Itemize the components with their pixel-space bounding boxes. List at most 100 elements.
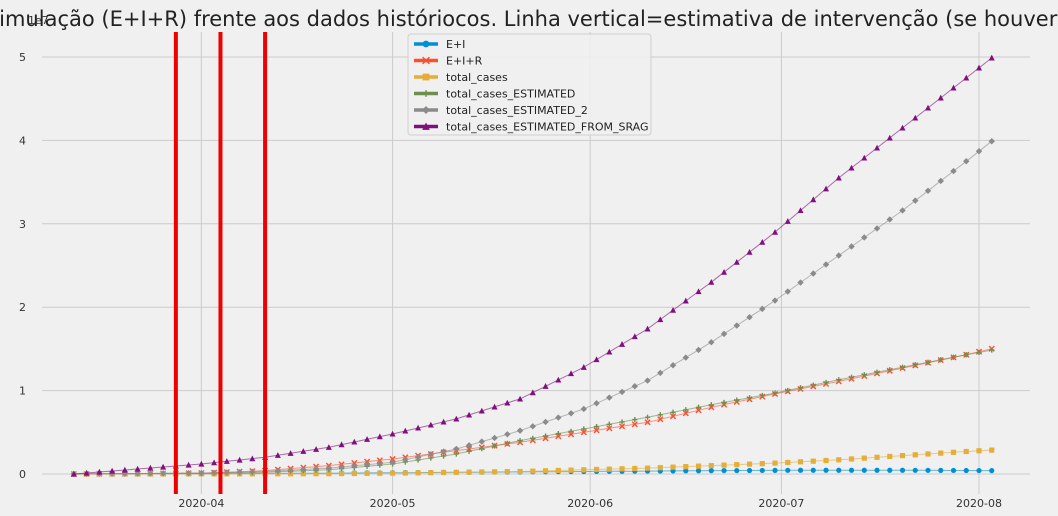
- data-point: [618, 423, 626, 430]
- data-point: [478, 407, 485, 414]
- data-point: [478, 438, 486, 445]
- data-point: [606, 421, 612, 427]
- data-point: [925, 451, 931, 457]
- data-point: [581, 467, 587, 473]
- data-point: [823, 467, 829, 473]
- data-point: [695, 468, 702, 474]
- data-point: [721, 462, 727, 468]
- data-point: [976, 448, 982, 454]
- data-point: [555, 467, 561, 474]
- data-point: [988, 54, 995, 61]
- data-point: [950, 449, 957, 455]
- data-point: [618, 388, 626, 396]
- data-point: [721, 467, 727, 474]
- data-point: [479, 469, 485, 475]
- data-point: [109, 467, 116, 474]
- data-point: [823, 379, 829, 386]
- data-point: [976, 467, 982, 474]
- data-point: [746, 248, 753, 255]
- data-point: [389, 455, 396, 463]
- legend: E+I E+I+R total_cases total_cases_ESTIMATED…: [407, 33, 652, 136]
- data-point: [861, 372, 867, 378]
- data-point: [810, 196, 817, 203]
- data-point: [83, 469, 90, 476]
- data-point: [644, 325, 651, 332]
- data-point: [465, 442, 473, 449]
- data-point: [899, 453, 906, 459]
- data-point: [147, 464, 154, 471]
- data-point: [606, 348, 613, 355]
- y-tick-label: 3: [19, 218, 26, 231]
- data-point: [823, 457, 829, 464]
- data-point: [836, 457, 842, 463]
- data-point: [848, 467, 855, 473]
- data-point: [963, 74, 970, 81]
- data-point: [938, 467, 944, 473]
- data-point: [325, 444, 332, 450]
- data-point: [517, 468, 523, 475]
- data-point: [721, 399, 727, 406]
- data-point: [810, 467, 816, 473]
- data-point: [338, 441, 345, 448]
- data-point: [326, 471, 332, 477]
- data-point: [938, 357, 944, 363]
- data-point: [211, 459, 218, 466]
- legend-marker: [422, 106, 430, 114]
- data-point: [542, 383, 549, 389]
- data-point: [529, 423, 537, 430]
- data-point: [657, 412, 663, 418]
- data-point: [861, 467, 867, 473]
- data-point: [287, 466, 294, 474]
- legend-item: total_cases: [414, 71, 508, 84]
- data-point: [925, 467, 931, 473]
- data-point: [938, 450, 944, 456]
- data-point: [950, 84, 957, 91]
- data-point: [989, 468, 995, 474]
- data-point: [746, 461, 753, 467]
- data-point: [670, 464, 676, 470]
- data-point: [593, 427, 600, 434]
- legend-label: total_cases_ESTIMATED_2: [446, 104, 588, 117]
- data-point: [887, 367, 893, 373]
- data-point: [644, 414, 651, 420]
- data-point: [708, 278, 715, 285]
- data-point: [466, 411, 473, 418]
- data-point: [427, 421, 434, 428]
- data-point: [198, 469, 205, 477]
- data-point: [759, 238, 766, 245]
- data-point: [924, 187, 932, 194]
- data-point: [580, 429, 587, 436]
- data-point: [835, 252, 842, 259]
- data-point: [772, 228, 779, 235]
- data-point: [976, 64, 983, 71]
- data-point: [925, 359, 931, 365]
- data-point: [632, 417, 638, 423]
- data-point: [415, 470, 421, 476]
- data-point: [453, 469, 459, 475]
- data-point: [785, 459, 791, 466]
- data-point: [810, 458, 816, 464]
- data-point: [223, 458, 230, 464]
- data-point: [670, 307, 677, 313]
- legend-item: total_cases_ESTIMATED_FROM_SRAG: [414, 121, 649, 134]
- data-point: [593, 466, 600, 473]
- series-layer: [70, 54, 995, 478]
- data-point: [937, 177, 944, 185]
- data-point: [389, 430, 396, 437]
- data-point: [313, 446, 320, 452]
- data-point: [950, 167, 957, 175]
- data-point: [440, 418, 447, 425]
- data-point: [313, 471, 319, 477]
- data-point: [121, 466, 128, 473]
- data-point: [733, 322, 740, 329]
- data-point: [695, 463, 702, 469]
- data-point: [555, 414, 562, 421]
- data-point: [568, 428, 574, 434]
- data-point: [670, 409, 676, 415]
- data-point: [797, 385, 804, 391]
- data-point: [530, 468, 536, 474]
- data-point: [886, 216, 893, 223]
- data-point: [185, 470, 192, 477]
- data-point: [249, 468, 256, 476]
